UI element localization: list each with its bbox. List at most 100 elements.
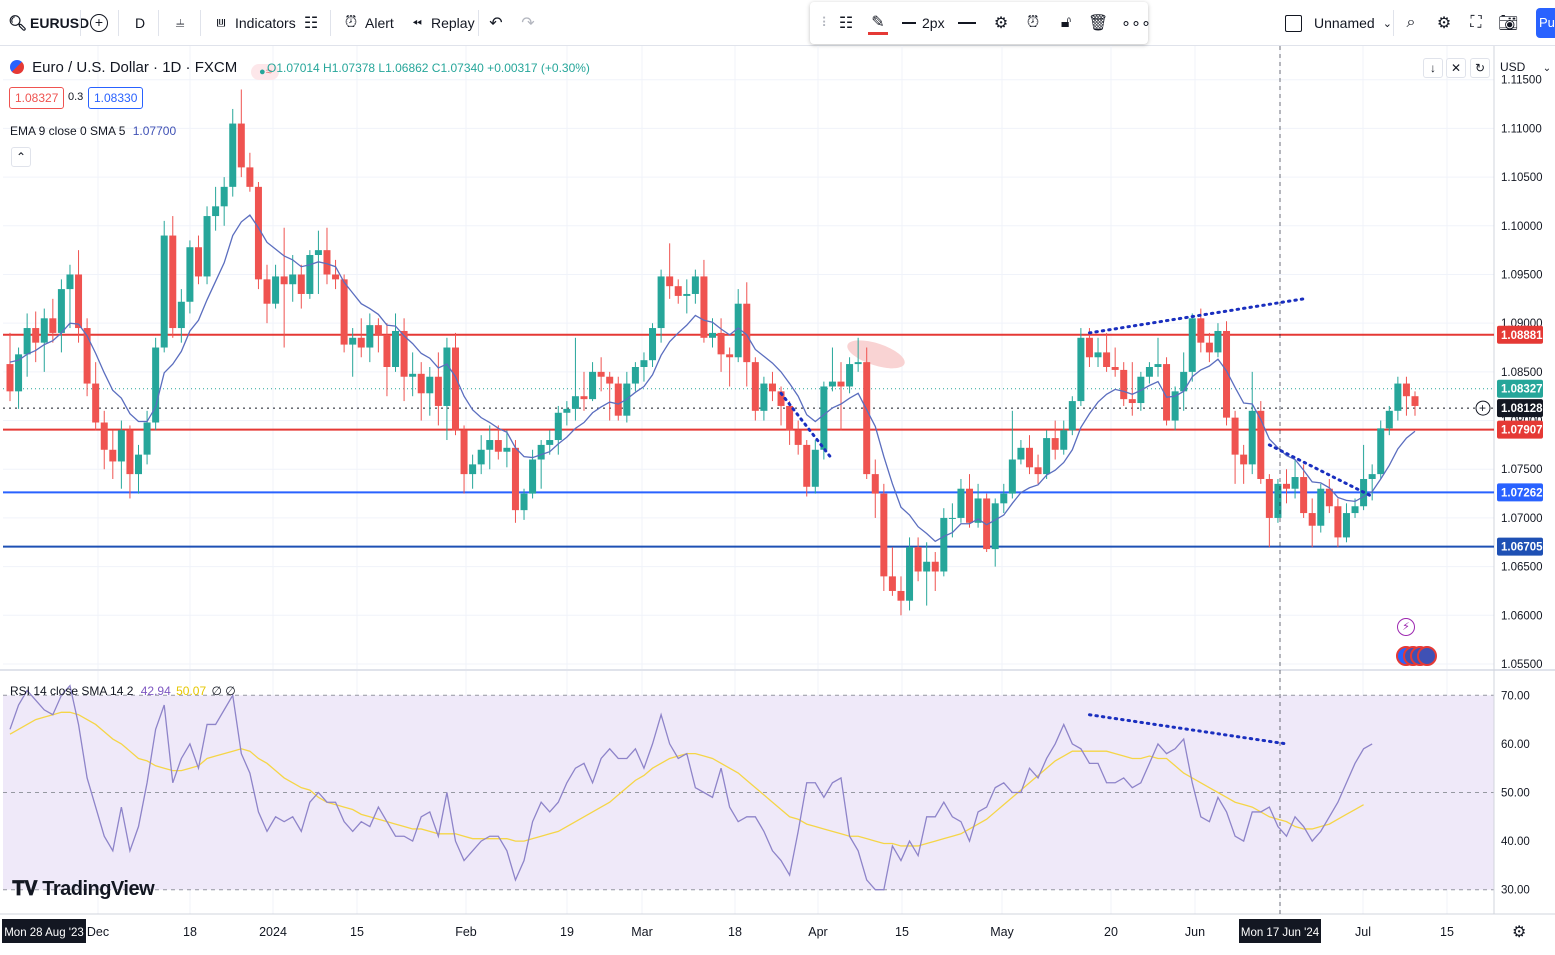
candle-body: [1394, 383, 1402, 411]
candle-body: [649, 328, 657, 361]
publish-button[interactable]: Pu: [1536, 8, 1555, 38]
redo-button[interactable]: ↷: [518, 10, 538, 36]
redo-icon: ↷: [521, 15, 535, 32]
candle-body: [923, 561, 931, 572]
axis-settings-button[interactable]: ⚙︎: [1512, 922, 1526, 942]
candle-body: [854, 362, 862, 365]
candle-body: [1205, 342, 1213, 353]
replay-button[interactable]: ⏪︎ Replay: [407, 10, 474, 36]
candle-body: [1265, 478, 1273, 518]
candle-body: [743, 303, 751, 363]
template-button[interactable]: ☷: [836, 10, 856, 36]
maximize-pane-button[interactable]: ↻: [1470, 58, 1490, 78]
ema-legend[interactable]: EMA 9 close 0 SMA 5 1.07700: [10, 124, 176, 138]
candle-body: [92, 383, 100, 423]
price-tick-label: 1.09500: [1501, 269, 1543, 281]
time-cursor-start-badge: [2, 919, 86, 943]
time-cursor-start-text: Mon 28 Aug '23: [4, 927, 84, 939]
tradingview-logo[interactable]: 𝐓𝐕 TradingView: [12, 878, 155, 901]
economic-events-flags[interactable]: [1396, 646, 1437, 668]
buy-price-button[interactable]: 1.08330: [88, 87, 144, 109]
currency-label: USD: [1500, 60, 1526, 74]
layout-checkbox-icon: [1285, 14, 1302, 32]
candle-body: [143, 422, 151, 455]
candle-body: [32, 328, 40, 343]
candle-body: [897, 590, 905, 601]
currency-selector[interactable]: USD ⌄: [1500, 60, 1551, 74]
move-pane-down-button[interactable]: ↓: [1423, 58, 1443, 78]
chevron-up-icon: ⌃: [15, 150, 27, 164]
quick-search-icon: ⌕: [1406, 14, 1416, 31]
interval-label: D: [135, 15, 146, 31]
time-tick-label: Jul: [1355, 925, 1371, 939]
time-tick-label: 19: [560, 925, 574, 939]
symbol-search-button[interactable]: 🔍︎ EURUSD: [8, 10, 89, 36]
crosshair-plus-icon: [1475, 400, 1491, 416]
line-style-button[interactable]: [958, 10, 976, 36]
undo-button[interactable]: ↶: [486, 10, 506, 36]
undo-icon: ↶: [489, 15, 503, 32]
candle-body: [392, 330, 400, 367]
settings-button[interactable]: ⚙︎: [991, 10, 1011, 36]
lock-button[interactable]: 🔓︎: [1056, 10, 1076, 36]
alert-button[interactable]: ⏰︎ Alert: [341, 10, 394, 36]
more-button[interactable]: ∘∘∘: [1121, 10, 1151, 36]
indicators-button[interactable]: ⩏ Indicators: [211, 10, 296, 36]
symbol-title: Euro / U.S. Dollar · 1D · FXCM: [32, 59, 238, 76]
quick-search-button[interactable]: ⌕: [1401, 10, 1421, 36]
candle-body: [520, 493, 528, 511]
candle-body: [726, 354, 734, 358]
candle-body: [1223, 330, 1231, 418]
fullscreen-button[interactable]: ⛶: [1466, 10, 1486, 36]
trash-icon: 🗑︎: [1088, 15, 1109, 32]
candle-body: [314, 250, 322, 256]
drag-handle[interactable]: ⠇: [816, 10, 836, 36]
price-tick-label: 1.07500: [1501, 464, 1543, 476]
candle-body: [409, 373, 417, 377]
price-label-badge: [1497, 483, 1543, 502]
interval-button[interactable]: D: [135, 10, 145, 36]
templates-grid-icon: ☷: [303, 15, 319, 32]
indicators-label: Indicators: [235, 15, 296, 31]
collapse-pane-button[interactable]: ✕: [1446, 58, 1466, 78]
chevron-down-icon: ⌄: [1382, 17, 1392, 30]
drawing-toolbar: ⠇ ☷ ✎ 2px ⚙︎ ⏰︎ 🔓︎ 🗑︎ ∘∘∘: [810, 2, 1151, 44]
rsi-value: 42.94: [140, 684, 171, 698]
candle-body: [529, 459, 537, 494]
chart-type-button[interactable]: ⫨: [170, 10, 190, 36]
candle-body: [1325, 488, 1333, 507]
add-alert-button[interactable]: ⏰︎: [1023, 10, 1043, 36]
line-width-button[interactable]: 2px: [902, 10, 945, 36]
candle-body: [135, 454, 143, 475]
snapshot-button[interactable]: 📷︎: [1498, 10, 1518, 36]
color-button[interactable]: ✎: [868, 10, 888, 36]
chart-settings-button[interactable]: ⚙︎: [1434, 10, 1454, 36]
lightning-event-icon[interactable]: ⚡︎: [1397, 618, 1415, 636]
candle-body: [871, 474, 879, 494]
delete-button[interactable]: 🗑︎: [1088, 10, 1108, 36]
refresh-icon: ↻: [1474, 61, 1486, 75]
rsi-tick-label: 70.00: [1501, 690, 1530, 702]
time-cursor-text: Mon 17 Jun '24: [1241, 927, 1320, 939]
candle-body: [589, 371, 597, 400]
candle-body: [948, 517, 956, 519]
arrow-down-icon: ↓: [1430, 61, 1436, 75]
compare-symbol-button[interactable]: +: [90, 10, 108, 36]
layout-button[interactable]: Unnamed ⌄: [1285, 10, 1392, 36]
candle-body: [1214, 330, 1222, 353]
price-label-badge: [1497, 325, 1543, 344]
collapse-legend-button[interactable]: ⌃: [11, 147, 31, 167]
candle-body: [15, 354, 23, 392]
rsi-tick-label: 30.00: [1501, 885, 1530, 897]
chart-area[interactable]: 1.11500 1.11000 1.10500 1.10000 1.09500 1.090…: [0, 46, 1555, 955]
candle-body: [751, 362, 759, 411]
line-width-label: 2px: [922, 15, 945, 31]
rsi-legend[interactable]: RSI 14 close SMA 14 2 42.94 50.07 ∅ ∅: [10, 684, 236, 698]
chart-canvas[interactable]: 1.115001.110001.105001.100001.095001.090…: [0, 46, 1555, 955]
templates-button[interactable]: ☷: [301, 10, 321, 36]
template-grid-icon: ☷: [838, 15, 854, 32]
candle-body: [1154, 364, 1162, 367]
candle-body: [486, 440, 494, 450]
sell-price-button[interactable]: 1.08327: [9, 87, 65, 109]
tv-mark-icon: 𝐓𝐕: [12, 878, 43, 900]
